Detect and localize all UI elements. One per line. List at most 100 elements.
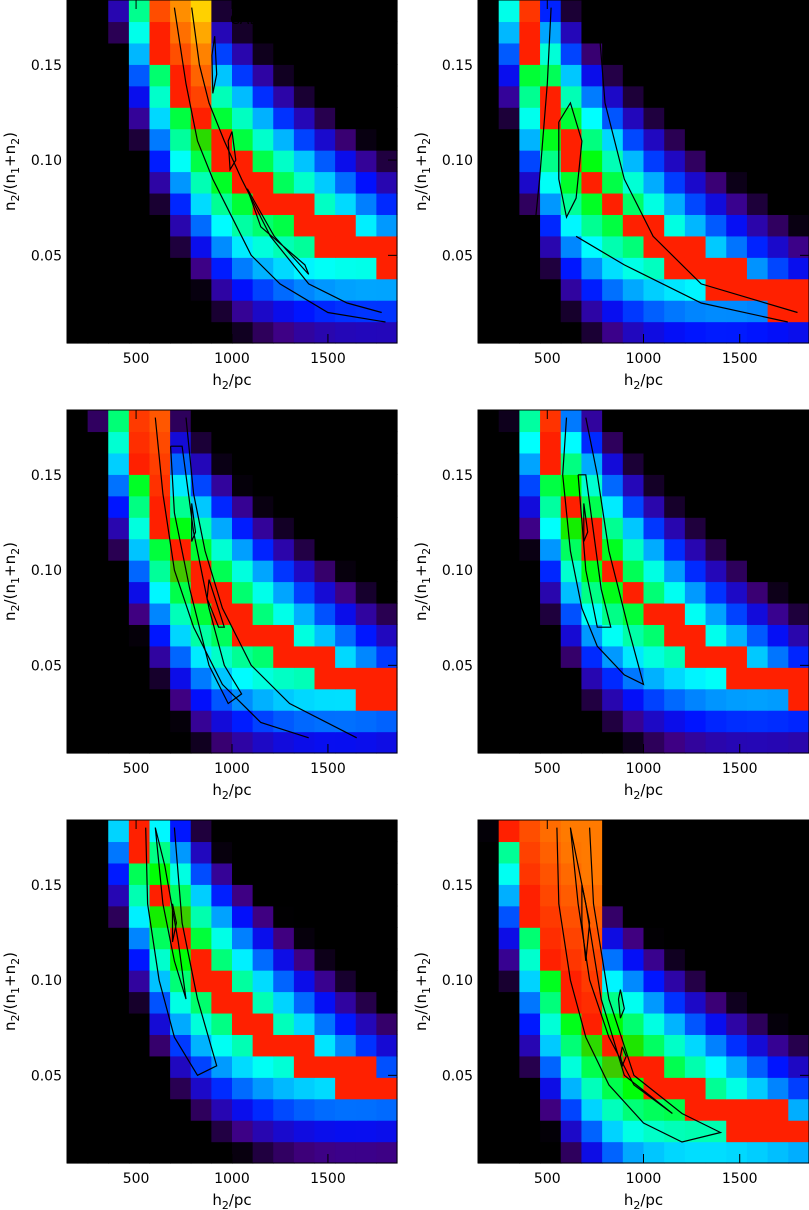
heatmap-cell bbox=[314, 862, 336, 885]
heatmap-cell bbox=[355, 645, 377, 668]
heatmap-cell bbox=[335, 731, 357, 754]
heatmap-cell bbox=[746, 1077, 769, 1100]
heatmap-cell bbox=[746, 474, 769, 497]
heatmap-cell bbox=[622, 495, 645, 518]
heatmap-cell bbox=[211, 150, 233, 173]
heatmap-cell bbox=[684, 257, 707, 280]
heatmap-cell bbox=[705, 85, 727, 108]
contour-line bbox=[575, 235, 788, 323]
heatmap-cell bbox=[314, 431, 336, 454]
heatmap-cell bbox=[684, 1120, 707, 1143]
heatmap-cell bbox=[211, 42, 233, 65]
heatmap-cell bbox=[519, 970, 541, 993]
heatmap-cell bbox=[355, 1077, 377, 1100]
heatmap-cell bbox=[498, 21, 520, 44]
heatmap-cell bbox=[128, 150, 151, 173]
heatmap-cell bbox=[478, 21, 500, 44]
heatmap-cell bbox=[581, 927, 603, 950]
heatmap-cell bbox=[232, 257, 254, 280]
heatmap-cell bbox=[376, 0, 398, 23]
heatmap-cell bbox=[498, 731, 520, 754]
heatmap-cell bbox=[498, 192, 520, 215]
heatmap-cell bbox=[128, 171, 151, 194]
heatmap-cell bbox=[602, 710, 624, 733]
heatmap-cell bbox=[108, 235, 130, 258]
heatmap-cell bbox=[726, 1098, 748, 1121]
heatmap-cell bbox=[293, 970, 316, 993]
heatmap-cell bbox=[108, 192, 130, 215]
heatmap-cell bbox=[170, 1034, 192, 1057]
heatmap-cell bbox=[232, 452, 254, 475]
heatmap-cell bbox=[560, 602, 583, 625]
heatmap-cell bbox=[788, 21, 809, 44]
heatmap-cell bbox=[684, 884, 707, 907]
heatmap-cell bbox=[376, 1077, 398, 1100]
heatmap-cell bbox=[314, 1012, 336, 1035]
heatmap-cell bbox=[788, 1034, 809, 1057]
heatmap-cell bbox=[581, 431, 603, 454]
heatmap-cell bbox=[67, 927, 89, 950]
heatmap-cell bbox=[540, 667, 562, 690]
heatmap-cell bbox=[643, 128, 665, 151]
heatmap-cell bbox=[581, 645, 603, 668]
heatmap-cell bbox=[684, 820, 707, 843]
heatmap-cell bbox=[767, 64, 789, 87]
heatmap-cell bbox=[314, 731, 336, 754]
heatmap-cell bbox=[602, 107, 624, 130]
heatmap-cell bbox=[684, 1077, 707, 1100]
heatmap-cell bbox=[87, 495, 109, 518]
heatmap-cell bbox=[581, 0, 603, 23]
heatmap-cell bbox=[498, 667, 520, 690]
heatmap-cell bbox=[478, 85, 500, 108]
x-tick-label: 1500 bbox=[310, 351, 346, 367]
heatmap-cell bbox=[519, 1077, 541, 1100]
heatmap-cell bbox=[87, 1055, 109, 1078]
heatmap-cell bbox=[149, 581, 171, 604]
heatmap-cell bbox=[211, 431, 233, 454]
heatmap-cell bbox=[314, 970, 336, 993]
heatmap-cell bbox=[293, 42, 316, 65]
heatmap-cell bbox=[478, 1141, 500, 1164]
heatmap-cell bbox=[87, 602, 109, 625]
heatmap-cell bbox=[602, 581, 624, 604]
heatmap-cell bbox=[355, 0, 377, 23]
heatmap-cell bbox=[788, 257, 809, 280]
heatmap-cell bbox=[519, 1098, 541, 1121]
heatmap-cell bbox=[232, 474, 254, 497]
panel-3: 500 1000 15000.050.100.15h2/pcn2/(n1+n2)CA… bbox=[1, 409, 398, 802]
heatmap-cell bbox=[128, 991, 151, 1014]
heatmap-cell bbox=[293, 927, 316, 950]
heatmap-cell bbox=[376, 927, 398, 950]
y-tick-label: 0.05 bbox=[31, 658, 62, 674]
heatmap-cell bbox=[705, 1034, 727, 1057]
heatmap-cell bbox=[335, 171, 357, 194]
heatmap-cell bbox=[149, 0, 171, 23]
heatmap-cell bbox=[67, 991, 89, 1014]
heatmap-cell bbox=[746, 731, 769, 754]
heatmap-cell bbox=[149, 85, 171, 108]
heatmap-cell bbox=[705, 731, 727, 754]
contour-line bbox=[211, 36, 218, 94]
heatmap-cell bbox=[252, 517, 274, 540]
heatmap-cell bbox=[540, 991, 562, 1014]
heatmap-cell bbox=[211, 667, 233, 690]
heatmap-cell bbox=[149, 538, 171, 561]
heatmap-cell bbox=[128, 300, 151, 323]
heatmap-cell bbox=[108, 431, 130, 454]
heatmap-cell bbox=[314, 1141, 336, 1164]
heatmap-cell bbox=[726, 21, 748, 44]
heatmap-cell bbox=[293, 235, 316, 258]
heatmap-cell bbox=[643, 991, 665, 1014]
heatmap-cell bbox=[190, 128, 212, 151]
heatmap-cell bbox=[622, 192, 645, 215]
heatmap-cell bbox=[252, 948, 274, 971]
heatmap-cell bbox=[190, 602, 212, 625]
heatmap-cell bbox=[602, 1098, 624, 1121]
heatmap-cell bbox=[190, 300, 212, 323]
heatmap-cell bbox=[478, 150, 500, 173]
heatmap-cell bbox=[788, 150, 809, 173]
heatmap-cell bbox=[87, 841, 109, 864]
heatmap-cell bbox=[664, 624, 686, 647]
heatmap-cell bbox=[788, 1055, 809, 1078]
heatmap-cell bbox=[314, 581, 336, 604]
